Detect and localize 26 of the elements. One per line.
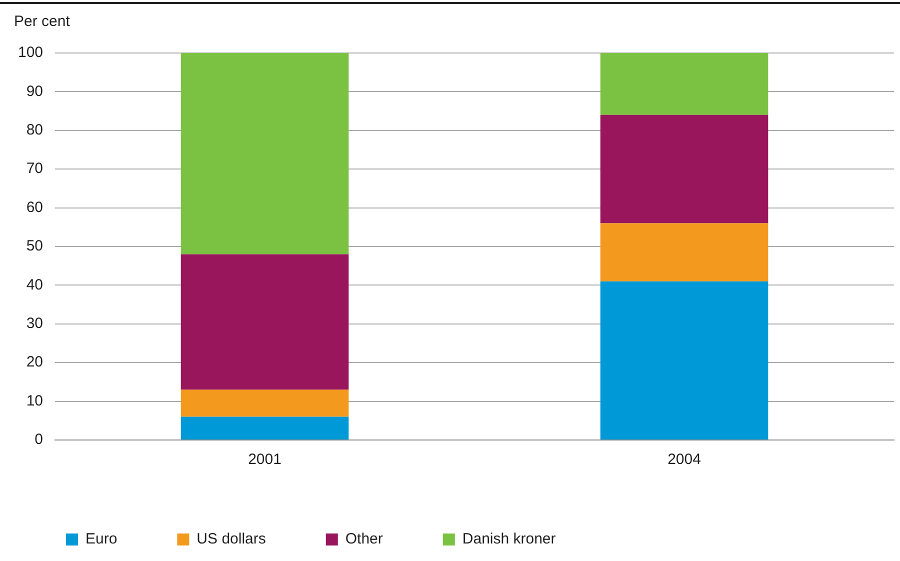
legend-label: Other	[345, 530, 383, 548]
bar	[180, 53, 349, 254]
legend-label: Danish kroner	[462, 530, 556, 548]
y-tick-label: 70	[26, 160, 44, 178]
bar	[600, 114, 768, 224]
bar	[180, 416, 349, 440]
y-tick-label: 0	[34, 431, 44, 448]
y-tick-label: 100	[18, 44, 44, 62]
legend-label: Euro	[86, 530, 118, 548]
y-tick-label: 90	[26, 82, 44, 100]
x-tick-label: 2001	[248, 451, 282, 468]
y-tick-label: 30	[26, 315, 44, 332]
y-tick-label: 10	[26, 392, 44, 410]
bar	[600, 53, 768, 115]
y-tick-label: 80	[26, 122, 44, 139]
bar	[600, 281, 768, 440]
y-tick-label: 20	[26, 354, 44, 371]
bar	[600, 223, 768, 282]
y-tick-label: 50	[26, 238, 44, 255]
x-tick-label: 2004	[668, 451, 701, 468]
legend-label: US dollars	[196, 530, 266, 548]
y-tick-label: 60	[26, 198, 44, 216]
y-tick-label: 40	[26, 276, 44, 294]
bar	[180, 254, 349, 390]
y-axis-title: Per cent	[14, 13, 70, 30]
bar	[180, 390, 349, 417]
